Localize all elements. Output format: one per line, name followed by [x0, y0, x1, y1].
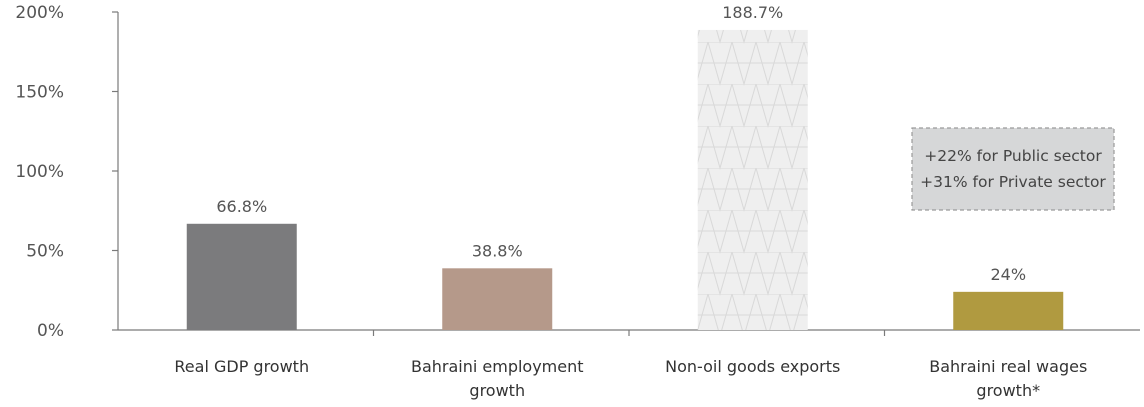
bar-value-label: 24%	[990, 265, 1026, 284]
bar	[186, 223, 297, 330]
y-tick-label: 50%	[26, 242, 64, 262]
y-tick-label: 100%	[15, 162, 64, 182]
annotation-rect	[911, 127, 1115, 211]
bar	[442, 268, 553, 330]
annotation-line: +31% for Private sector	[920, 173, 1106, 191]
bar	[697, 29, 808, 330]
y-tick-label: 0%	[37, 321, 64, 341]
x-category-label: Non-oil goods exports	[665, 357, 840, 376]
annotation-line: +22% for Public sector	[924, 147, 1102, 165]
y-axis: 0% 50% 100% 150% 200%	[15, 3, 119, 341]
bar-value-label: 38.8%	[472, 241, 523, 260]
x-category-label: Bahraini real wages	[929, 357, 1087, 376]
y-tick-label: 200%	[15, 3, 64, 23]
bar-value-label: 188.7%	[722, 3, 783, 22]
x-category-label: Real GDP growth	[174, 357, 309, 376]
bars-group: 66.8% Real GDP growth 38.8% Bahraini employ…	[174, 3, 1087, 400]
annotation-box: +22% for Public sector +31% for Private s…	[911, 127, 1115, 211]
bar	[953, 291, 1064, 330]
y-tick-label: 150%	[15, 83, 64, 103]
bar-value-label: 66.8%	[216, 197, 267, 216]
x-category-label: Bahraini employment	[411, 357, 584, 376]
x-category-label: growth*	[976, 381, 1040, 400]
x-category-label: growth	[469, 381, 525, 400]
